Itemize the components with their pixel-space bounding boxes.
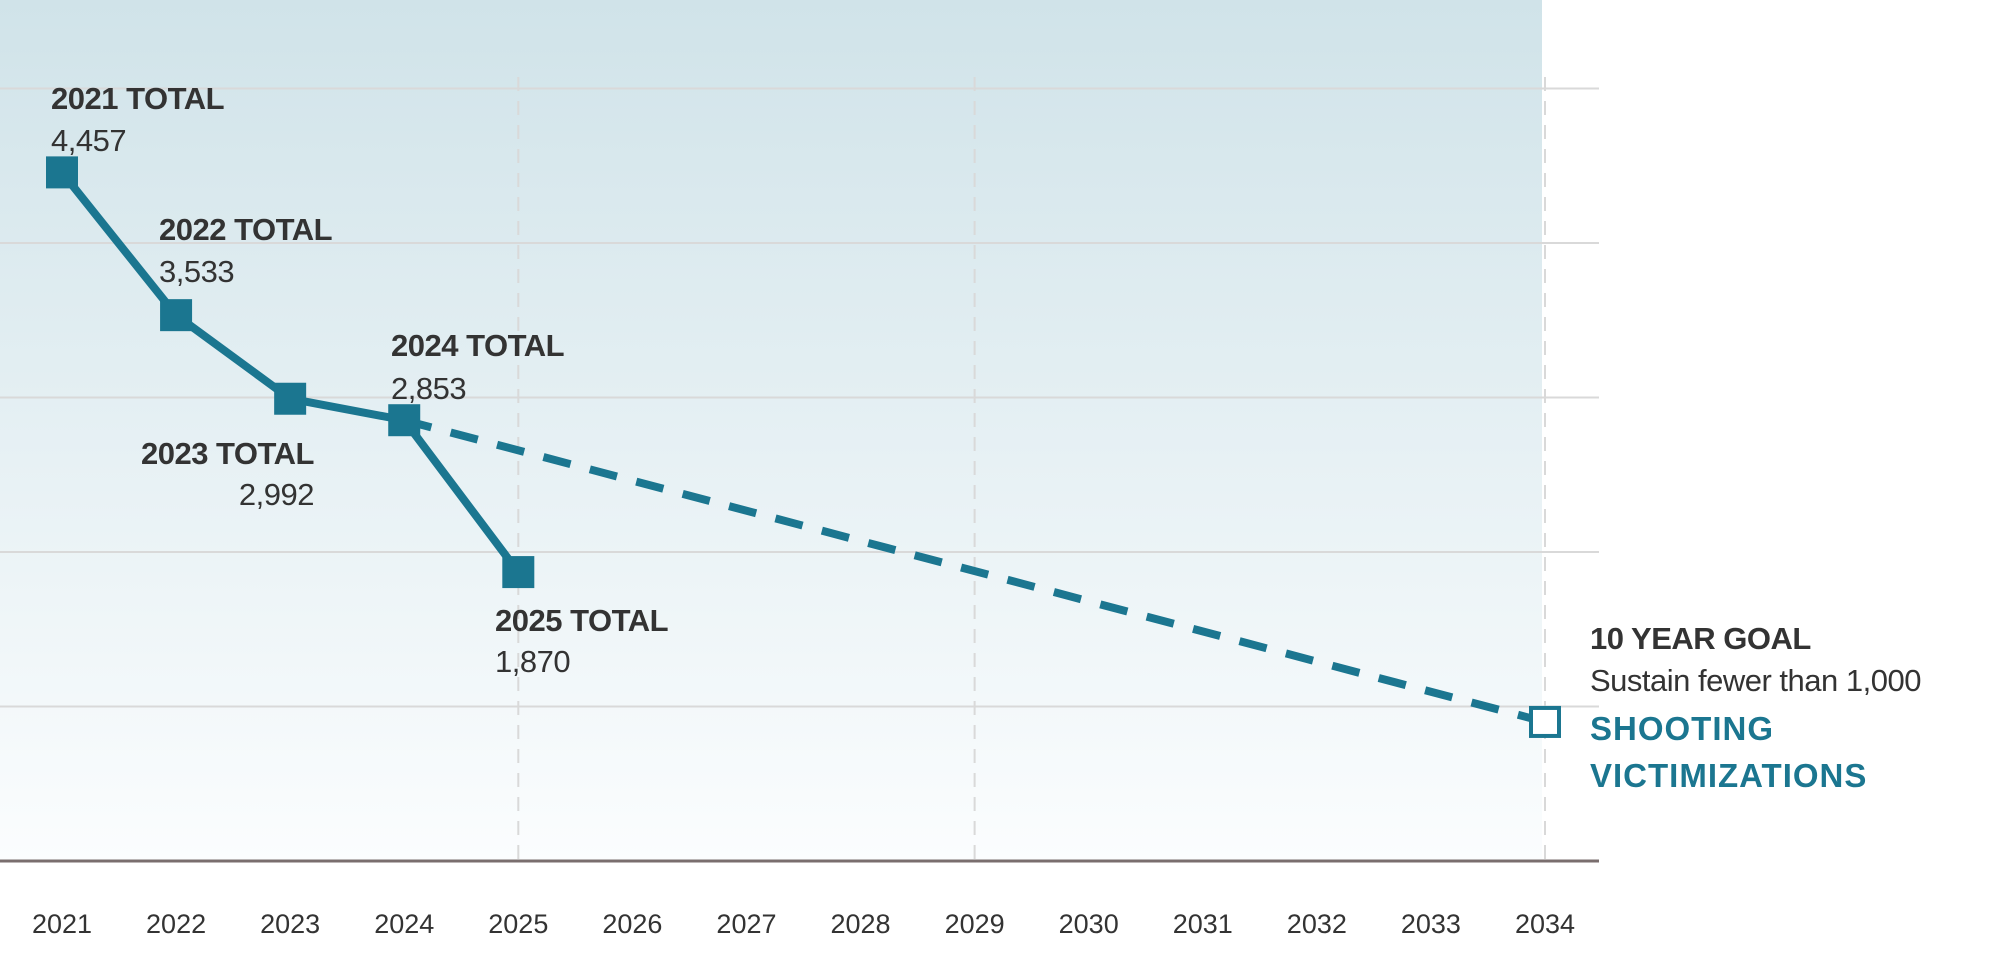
- x-tick-label: 2029: [945, 909, 1005, 939]
- label-2024-title: 2024 TOTAL: [391, 328, 564, 363]
- label-2025-value: 1,870: [495, 644, 570, 679]
- label-2024-value: 2,853: [391, 371, 466, 406]
- goal-metric-line1: SHOOTING: [1590, 710, 1774, 747]
- label-2022-value: 3,533: [159, 254, 234, 289]
- label-2023-title: 2023 TOTAL: [141, 436, 314, 471]
- x-tick-label: 2033: [1401, 909, 1461, 939]
- x-tick-label: 2026: [602, 909, 662, 939]
- goal-metric-line2: VICTIMIZATIONS: [1590, 757, 1867, 794]
- x-tick-label: 2025: [488, 909, 548, 939]
- x-tick-label: 2030: [1059, 909, 1119, 939]
- goal-description: Sustain fewer than 1,000: [1590, 663, 1921, 698]
- x-tick-label: 2024: [374, 909, 434, 939]
- x-tick-label: 2027: [716, 909, 776, 939]
- x-tick-label: 2031: [1173, 909, 1233, 939]
- plot-background: [0, 0, 1542, 861]
- data-point-2022: [160, 299, 193, 332]
- goal-marker: [1529, 705, 1561, 738]
- projection-dashed-line: [403, 416, 1547, 726]
- data-point-2024: [388, 404, 421, 437]
- label-2022-title: 2022 TOTAL: [159, 212, 332, 247]
- data-point-2021: [46, 156, 78, 189]
- label-2021-title: 2021 TOTAL: [51, 81, 224, 116]
- x-tick-label: 2028: [830, 909, 890, 939]
- label-2021-value: 4,457: [51, 123, 126, 158]
- label-2023-value: 2,992: [239, 477, 314, 512]
- x-tick-label: 2023: [260, 909, 320, 939]
- data-point-2025: [502, 556, 535, 589]
- x-tick-label: 2022: [146, 909, 206, 939]
- label-2025-title: 2025 TOTAL: [495, 603, 668, 638]
- data-point-2023: [274, 382, 307, 415]
- x-tick-label: 2021: [32, 909, 92, 939]
- goal-title: 10 YEAR GOAL: [1590, 621, 1811, 656]
- x-tick-label: 2032: [1287, 909, 1347, 939]
- x-tick-label: 2034: [1515, 909, 1575, 939]
